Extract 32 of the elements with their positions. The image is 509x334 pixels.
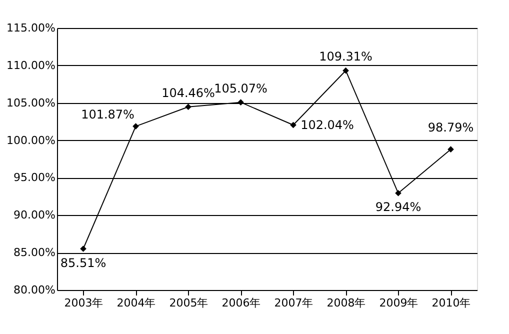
y-tick-label: 90.00% [14,208,56,222]
data-label: 85.51% [60,256,106,270]
x-tick-label: 2007年 [274,296,314,310]
data-label: 98.79% [428,120,474,134]
y-tick-label: 95.00% [14,171,56,184]
y-tick-label: 100.00% [6,134,56,147]
y-tick-label: 115.00% [6,22,56,34]
y-tick-label: 80.00% [14,284,56,296]
y-tick-label: 110.00% [6,58,56,72]
y-tick-label: 105.00% [6,96,56,110]
point [238,99,244,106]
data-label: 92.94% [375,200,422,214]
x-tick-label: 2009年 [379,296,418,310]
point [448,146,454,153]
point [185,104,192,110]
point [342,67,349,74]
point [132,123,139,130]
y-tick-label: 85.00% [14,246,56,260]
x-tick-label: 2004年 [116,296,156,310]
x-tick-label: 2003年 [64,296,104,310]
x-tick-label: 2010年 [432,296,471,310]
point [290,122,296,128]
data-label: 102.04% [300,118,354,132]
data-label: 105.07% [214,81,268,96]
data-label: 101.87% [81,107,134,122]
point [395,190,402,196]
x-tick-label: 2008年 [326,296,366,310]
data-label: 109.31% [319,50,372,64]
x-tick-label: 2006年 [222,296,261,310]
point [80,246,86,252]
data-label: 104.46% [162,86,215,100]
x-tick-label: 2005年 [169,296,208,310]
